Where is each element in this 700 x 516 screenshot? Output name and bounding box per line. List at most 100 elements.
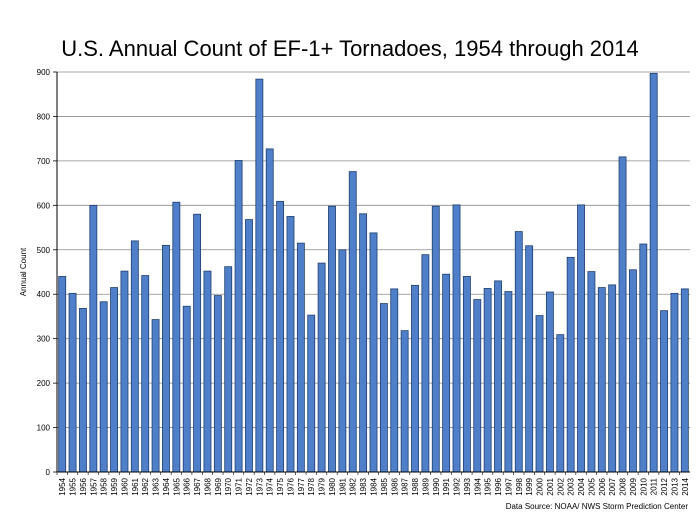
bar-1993 [462, 276, 471, 473]
bar-2014 [680, 288, 689, 473]
x-tick-label: 2006 [598, 477, 607, 495]
data-source-note: Data Source: NOAA/ NWS Storm Prediction … [505, 502, 688, 511]
bar-2009 [628, 269, 637, 473]
x-tick-label: 1980 [328, 477, 337, 495]
x-tick-label: 1985 [380, 477, 389, 495]
x-tick-label: 1960 [120, 477, 129, 495]
bar-1977 [296, 242, 305, 473]
y-tick-label: 900 [37, 68, 51, 77]
bar-2013 [670, 292, 679, 473]
bar-1981 [338, 249, 347, 473]
bar-1978 [307, 314, 316, 473]
x-tick-label: 1979 [318, 477, 327, 495]
y-tick-label: 100 [37, 424, 51, 433]
y-tick-label: 300 [37, 335, 51, 344]
bar-1971 [234, 160, 243, 473]
bar-1968 [203, 270, 212, 473]
x-tick-label: 2007 [608, 477, 617, 495]
y-tick-label: 800 [37, 112, 51, 121]
x-tick-label: 1963 [152, 477, 161, 495]
bar-1957 [89, 204, 98, 473]
bar-2003 [566, 256, 575, 473]
y-tick-label: 700 [37, 157, 51, 166]
bar-1986 [390, 288, 399, 473]
x-tick-label: 1990 [432, 477, 441, 495]
bar-1991 [442, 273, 451, 473]
bar-2005 [587, 271, 596, 473]
y-tick-label: 0 [46, 468, 51, 477]
x-tick-label: 1968 [203, 477, 212, 495]
bar-2004 [577, 204, 585, 473]
x-tick-label: 2012 [660, 477, 669, 495]
x-tick-label: 1961 [131, 477, 140, 495]
bar-1997 [504, 291, 513, 473]
bar-1982 [348, 171, 357, 473]
x-tick-label: 1987 [401, 477, 410, 495]
y-tick-labels: 0 100 200 300 400 500 600 700 800 900 [37, 68, 51, 477]
x-tick-label: 1966 [183, 477, 192, 495]
x-tick-label: 1978 [307, 477, 316, 495]
bar-2007 [608, 284, 617, 473]
x-tick-label: 1957 [89, 477, 98, 495]
x-tick-label: 1995 [484, 477, 493, 495]
x-tick-label: 1969 [214, 477, 223, 495]
bar-2002 [556, 334, 565, 473]
bar-1995 [483, 288, 492, 473]
bar-1973 [255, 78, 264, 473]
bar-1999 [525, 245, 534, 473]
bar-1974 [265, 148, 274, 473]
bar-2000 [535, 315, 544, 473]
x-tick-label: 2003 [567, 477, 576, 495]
x-tick-label: 1955 [69, 477, 78, 495]
bar-2011 [649, 72, 658, 473]
bar-1984 [369, 232, 378, 473]
x-tick-label: 1972 [245, 477, 254, 495]
x-tick-label: 2002 [556, 477, 565, 495]
bar-1987 [400, 330, 409, 473]
bar-1966 [182, 305, 191, 473]
x-tick-label: 2014 [681, 477, 690, 495]
bar-1954 [58, 276, 67, 473]
x-tick-label: 1988 [411, 477, 420, 495]
bar-1960 [120, 270, 129, 473]
bar-1963 [151, 319, 160, 473]
bar-2001 [545, 291, 554, 473]
x-tick-label: 2005 [587, 477, 596, 495]
x-tick-label: 1989 [421, 477, 430, 495]
x-tick-label: 1956 [79, 477, 88, 495]
bar-1996 [494, 280, 502, 473]
bar-1969 [213, 295, 222, 473]
bars [58, 72, 689, 473]
bar-1990 [431, 205, 440, 473]
bar-1964 [162, 244, 170, 473]
x-tick-label: 1954 [58, 477, 67, 495]
bar-1962 [141, 275, 150, 473]
x-tick-label: 2008 [619, 477, 628, 495]
bar-2008 [618, 156, 627, 473]
x-tick-label: 1984 [370, 477, 379, 495]
bar-1955 [68, 292, 77, 473]
x-tick-label: 1958 [100, 477, 109, 495]
x-tick-label: 1994 [473, 477, 482, 495]
bar-1956 [79, 308, 87, 473]
bar-1992 [452, 204, 461, 473]
bar-1998 [514, 231, 523, 473]
x-tick-label: 2000 [536, 477, 545, 495]
x-tick-label: 1991 [442, 477, 451, 495]
bar-1983 [359, 213, 368, 473]
x-tick-label: 1962 [141, 477, 150, 495]
x-tick-label: 2009 [629, 477, 638, 495]
y-tick-label: 200 [37, 379, 51, 388]
x-tick-label: 1973 [255, 477, 264, 495]
x-tick-label: 1983 [359, 477, 368, 495]
bar-1975 [276, 200, 285, 473]
x-tick-label: 1975 [276, 477, 285, 495]
bar-1980 [328, 205, 336, 473]
bar-1965 [172, 201, 181, 473]
x-tick-labels: 1954 1955 1956 1957 1958 1959 1960 1961 1962 1963… [58, 477, 690, 495]
x-tick-label: 1982 [349, 477, 358, 495]
bar-1970 [224, 266, 233, 473]
x-tick-label: 1964 [162, 477, 171, 495]
x-tick-label: 1997 [504, 477, 513, 495]
